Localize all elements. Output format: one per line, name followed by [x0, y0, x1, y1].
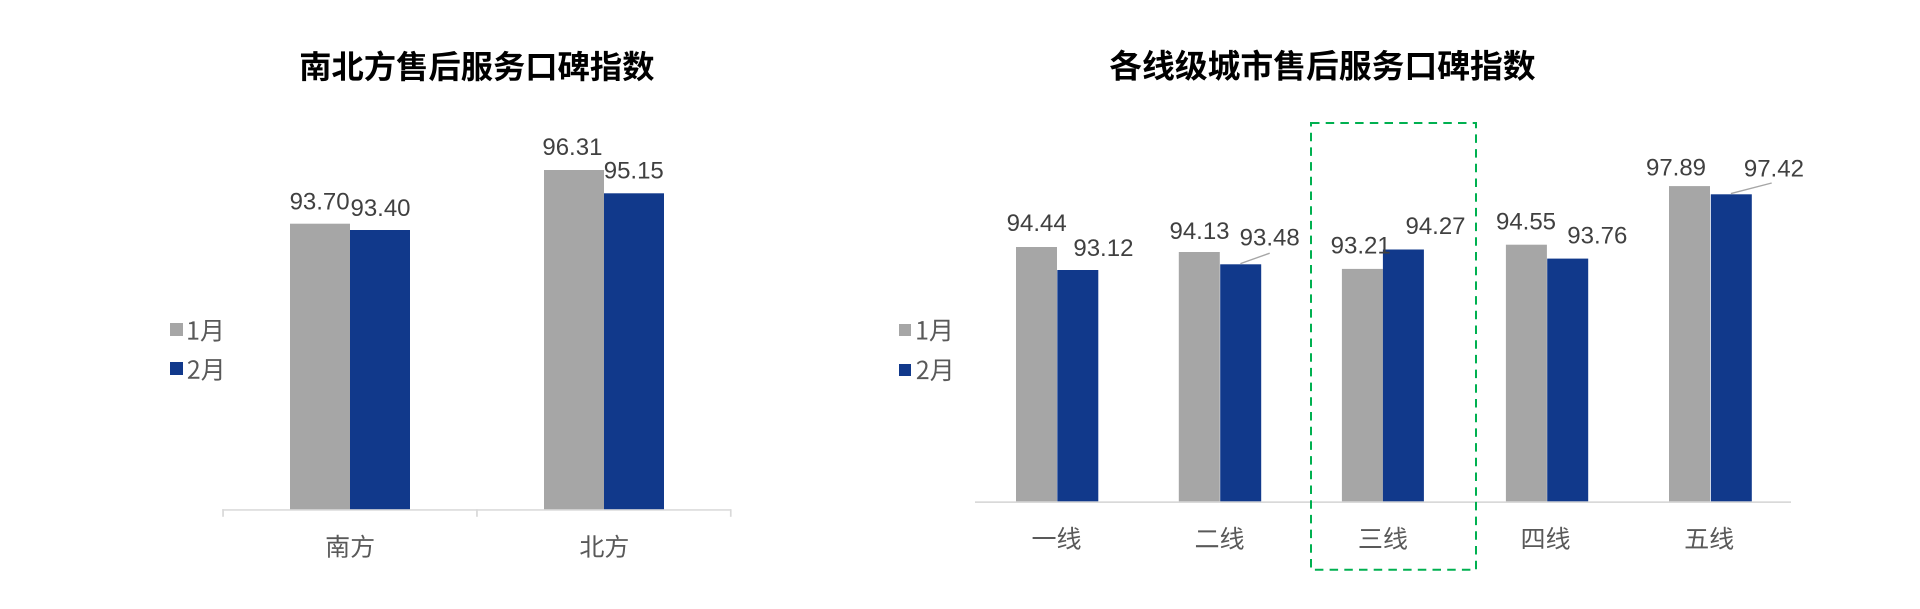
svg-text:94.13: 94.13	[1169, 218, 1229, 245]
svg-text:95.15: 95.15	[604, 158, 664, 185]
svg-text:93.48: 93.48	[1240, 224, 1300, 251]
svg-text:94.55: 94.55	[1496, 209, 1556, 236]
svg-text:93.21: 93.21	[1331, 233, 1391, 260]
svg-text:93.40: 93.40	[350, 195, 410, 222]
svg-text:93.12: 93.12	[1073, 235, 1133, 262]
svg-text:94.27: 94.27	[1405, 213, 1465, 240]
svg-text:94.44: 94.44	[1007, 210, 1067, 237]
svg-text:96.31: 96.31	[542, 134, 602, 161]
svg-text:97.89: 97.89	[1646, 154, 1706, 181]
svg-text:93.70: 93.70	[290, 189, 350, 216]
svg-text:97.42: 97.42	[1744, 156, 1804, 183]
svg-text:93.76: 93.76	[1567, 222, 1627, 249]
